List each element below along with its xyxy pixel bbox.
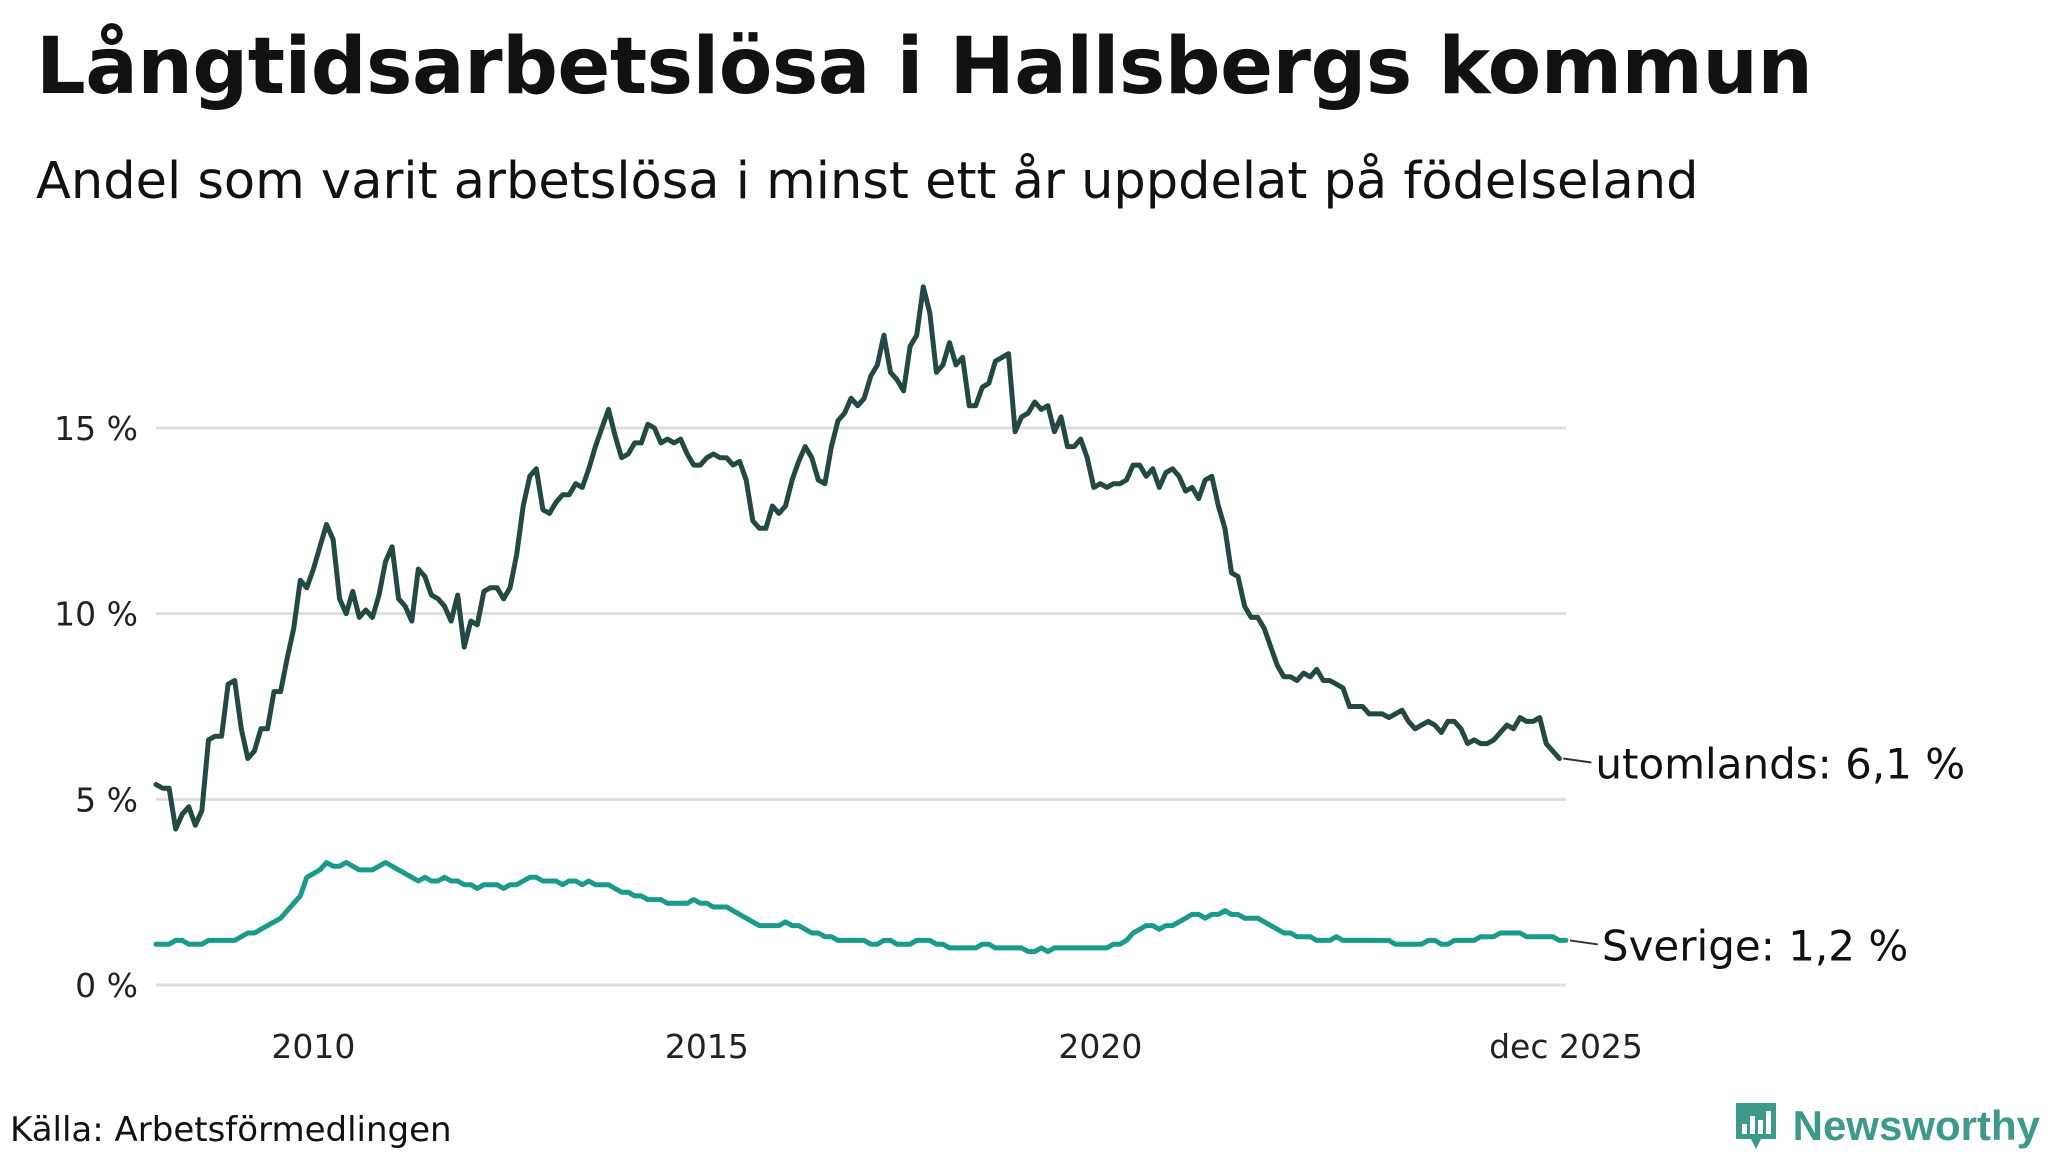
bar-chart-logo-icon <box>1735 1103 1776 1149</box>
y-tick-label: 15 % <box>54 409 138 448</box>
end-label-sverige: Sverige: 1,2 % <box>1602 921 1908 970</box>
x-tick-label: 2010 <box>271 1027 355 1066</box>
end-label-connector <box>1569 939 1599 946</box>
grid-lines <box>156 426 1566 987</box>
x-tick-label: 2015 <box>665 1027 749 1066</box>
series-lines <box>153 284 1569 955</box>
brand-logo: Newsworthy <box>1733 1100 2040 1152</box>
y-tick-label: 0 % <box>75 966 138 1005</box>
y-tick-label: 10 % <box>54 595 138 634</box>
source-note: Källa: Arbetsförmedlingen <box>10 1110 452 1150</box>
x-tick-label: dec 2025 <box>1489 1027 1643 1066</box>
x-tick-label: 2020 <box>1058 1027 1142 1066</box>
series-end-labels: utomlands: 6,1 % Sverige: 1,2 % <box>1563 739 1965 970</box>
y-axis-ticks: 0 % 5 % 10 % 15 % <box>54 409 138 1005</box>
series-line-utomlands <box>153 284 1562 832</box>
end-label-utomlands: utomlands: 6,1 % <box>1595 739 1965 788</box>
x-axis-ticks: 2010 2015 2020 dec 2025 <box>271 1027 1643 1066</box>
end-label-connector <box>1563 757 1592 764</box>
series-line-sverige <box>153 860 1569 955</box>
brand-name: Newsworthy <box>1792 1102 2040 1149</box>
chart-title: Långtidsarbetslösa i Hallsbergs kommun <box>36 22 1813 112</box>
chart-subtitle: Andel som varit arbetslösa i minst ett å… <box>36 152 1699 211</box>
y-tick-label: 5 % <box>75 780 138 819</box>
